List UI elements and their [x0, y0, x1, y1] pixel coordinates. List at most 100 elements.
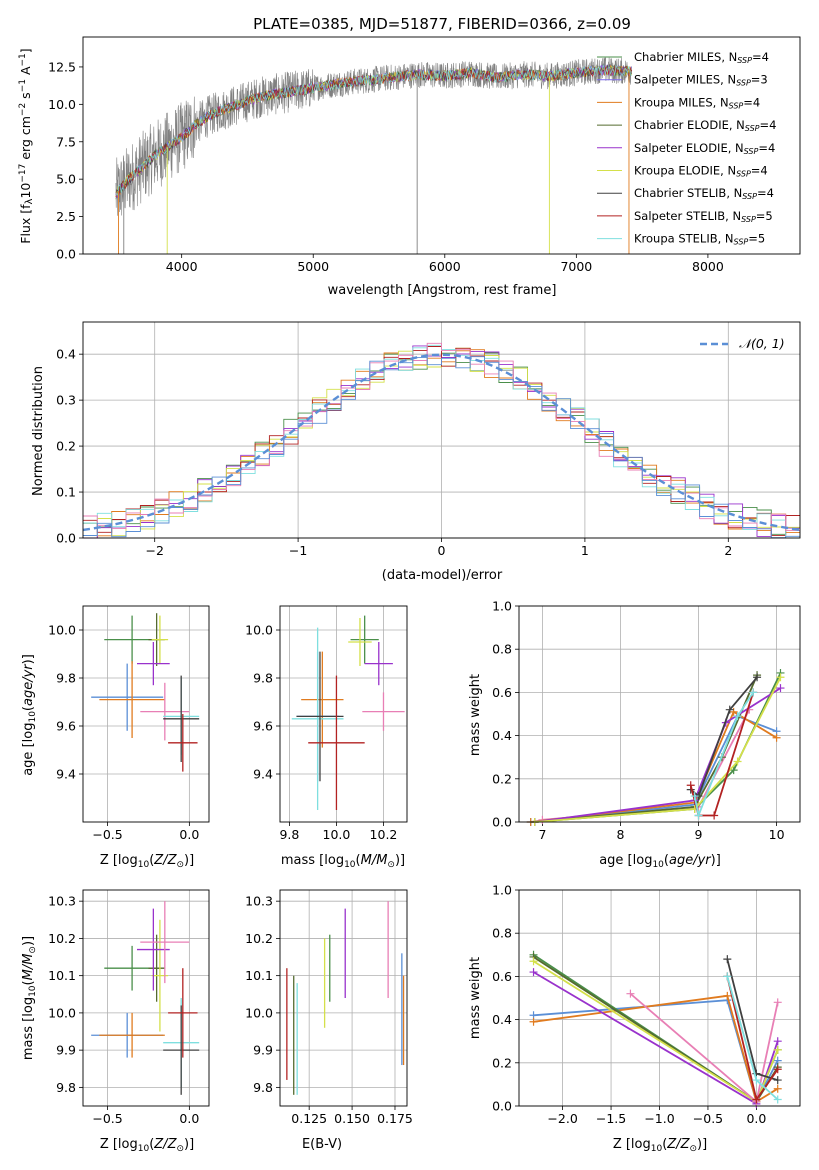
mass-weight-marker	[752, 1095, 761, 1104]
y-tick-label: 0.6	[492, 685, 512, 700]
mass-weight-line	[534, 672, 782, 823]
histogram-step	[83, 356, 800, 539]
y-tick-label: 10.0	[48, 623, 76, 638]
hist-ylabel: Normed distribution	[31, 366, 46, 496]
gaussian-curve	[82, 353, 801, 532]
x-tick-label: 0.175	[377, 1111, 413, 1126]
x-tick-label: −1.5	[596, 1111, 626, 1126]
mass-weight-marker	[749, 688, 758, 697]
x-tick-label: 0.150	[334, 1111, 370, 1126]
y-tick-label: 12.5	[48, 59, 76, 74]
y-tick-label: 0.8	[492, 642, 512, 657]
spectrum-xlabel: wavelength [Angstrom, rest frame]	[328, 283, 557, 298]
spectrum-title: PLATE=0385, MJD=51877, FIBERID=0366, z=0…	[253, 15, 631, 33]
x-tick-label: −2	[145, 543, 163, 558]
x-tick-label: 0.0	[179, 1111, 199, 1126]
mw-age-ylabel: mass weight	[468, 674, 483, 756]
x-tick-label: 0	[438, 543, 446, 558]
y-tick-label: 10.2	[245, 931, 273, 946]
y-tick-label: 9.9	[56, 1043, 76, 1058]
y-tick-label: 0.0	[56, 247, 76, 262]
mass-weight-marker	[723, 972, 732, 981]
axes-frame	[279, 889, 408, 1107]
mass-weight-marker	[776, 684, 785, 693]
mass-weight-marker	[723, 991, 732, 1000]
x-tick-label: 5000	[297, 259, 329, 274]
y-tick-label: 10.0	[245, 623, 273, 638]
legend-entry: Chabrier STELIB, NSSP=4	[634, 186, 774, 201]
axes-frame	[279, 605, 408, 823]
x-tick-label: 1	[581, 543, 589, 558]
legend-entry: Chabrier ELODIE, NSSP=4	[634, 118, 776, 133]
y-tick-label: 10.2	[48, 931, 76, 946]
age-vs-mass-panel: 9.8 10.0 10.2 9.4 9.6 9.8 10.0	[245, 605, 408, 842]
x-tick-label: −1	[289, 543, 307, 558]
x-tick-label: 0.0	[746, 1111, 766, 1126]
y-tick-label: 1.0	[492, 883, 512, 898]
y-tick-label: 9.4	[56, 767, 76, 782]
mass-weight-marker	[529, 957, 538, 966]
legend-entry: Chabrier MILES, NSSP=4	[634, 50, 769, 65]
mass-weight-marker	[529, 968, 538, 977]
mass-z-ylabel: mass [log10(M/M⊙)]	[21, 936, 38, 1060]
y-tick-label: 9.8	[56, 671, 76, 686]
x-tick-label: 7	[538, 827, 546, 842]
axes-frame	[82, 889, 210, 1107]
x-tick-label: 8	[616, 827, 624, 842]
axes-frame	[82, 605, 210, 823]
mass-weight-line	[533, 994, 779, 1104]
mass-weight-marker	[733, 712, 742, 721]
mass-vs-z-panel: −0.5 0.0 9.8 9.9 10.0 10.1 10.2 10.3	[48, 889, 210, 1126]
mass-weight-line	[693, 691, 754, 819]
mass-weight-marker	[753, 673, 762, 682]
mass-weight-marker	[776, 673, 785, 682]
legend-entry: Salpeter STELIB, NSSP=5	[634, 209, 773, 224]
age-z-xlabel: Z [log10(Z/Z⊙)]	[100, 853, 194, 870]
mass-weight-marker	[694, 811, 703, 820]
mass-weight-line	[534, 676, 782, 823]
y-tick-label: 9.8	[56, 1080, 76, 1095]
mass-weight-marker	[690, 792, 699, 801]
mass-weight-marker	[733, 757, 742, 766]
x-tick-label: −2.0	[547, 1111, 577, 1126]
y-tick-label: 10.3	[48, 894, 76, 909]
y-tick-label: 10.3	[245, 894, 273, 909]
y-tick-label: 0.0	[492, 815, 512, 830]
mass-weight-marker	[752, 1076, 761, 1085]
mass-weight-marker	[773, 1037, 782, 1046]
x-tick-label: −0.5	[92, 1111, 122, 1126]
model-spectrum-line	[115, 64, 632, 197]
mass-weight-marker	[529, 1017, 538, 1026]
y-tick-label: 9.9	[253, 1043, 273, 1058]
x-tick-label: 4000	[166, 259, 198, 274]
axes-frame	[82, 321, 801, 539]
mass-weight-marker	[773, 1065, 782, 1074]
y-tick-label: 9.6	[56, 719, 76, 734]
mass-weight-marker	[725, 705, 734, 714]
x-tick-label: 10	[769, 827, 785, 842]
x-tick-label: 0.0	[179, 827, 199, 842]
y-tick-label: 9.8	[253, 671, 273, 686]
y-tick-label: 0.3	[56, 393, 76, 408]
y-tick-label: 2.5	[56, 209, 76, 224]
mass-ebv-xlabel: E(B-V)	[302, 1137, 342, 1152]
y-tick-label: 10.0	[245, 1005, 273, 1020]
x-tick-label: 2	[724, 543, 732, 558]
mw-age-xlabel: age [log10(age/yr)]	[599, 853, 721, 870]
x-tick-label: 9	[695, 827, 703, 842]
y-tick-label: 0.0	[492, 1099, 512, 1114]
legend-entry: Salpeter ELODIE, NSSP=4	[634, 141, 775, 156]
mass-weight-marker	[723, 955, 732, 964]
x-tick-label: 7000	[560, 259, 592, 274]
y-tick-label: 9.6	[253, 719, 273, 734]
y-tick-label: 10.1	[245, 968, 273, 983]
mass-vs-ebv-panel: 0.125 0.150 0.175 9.8 9.9 10.0 10.1 10.2 10.3	[245, 889, 413, 1126]
mass-weight-line	[629, 993, 779, 1104]
legend-entry: Kroupa ELODIE, NSSP=4	[634, 164, 768, 179]
x-tick-label: 10.0	[323, 827, 351, 842]
y-tick-label: 0.8	[492, 926, 512, 941]
axes-frame	[82, 36, 801, 255]
mw-z-xlabel: Z [log10(Z/Z⊙)]	[613, 1137, 707, 1154]
y-tick-label: 0.0	[56, 531, 76, 546]
